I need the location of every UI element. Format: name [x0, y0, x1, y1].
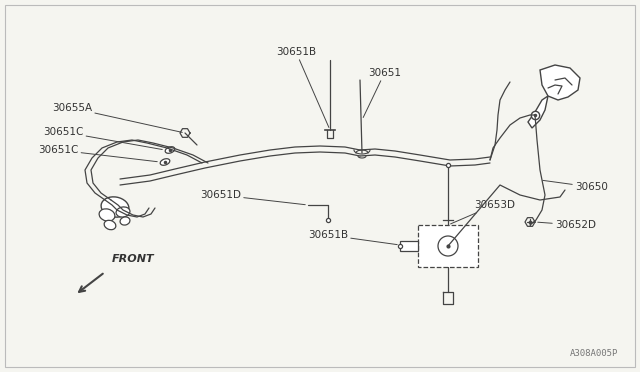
Text: 30652D: 30652D: [538, 220, 596, 230]
Text: 30651B: 30651B: [276, 47, 329, 128]
Bar: [400, 241, 418, 251]
Text: 30651: 30651: [363, 68, 401, 118]
Text: 30653D: 30653D: [451, 200, 515, 224]
Text: FRONT: FRONT: [112, 254, 155, 264]
Text: 30651C: 30651C: [38, 145, 157, 162]
Bar: [418, 225, 478, 267]
Ellipse shape: [165, 147, 175, 153]
Text: 30655A: 30655A: [52, 103, 182, 132]
Ellipse shape: [160, 159, 170, 165]
Text: A308A005P: A308A005P: [570, 349, 618, 358]
Text: 30651C: 30651C: [43, 127, 163, 150]
Ellipse shape: [120, 217, 130, 225]
Ellipse shape: [101, 197, 129, 217]
Polygon shape: [528, 96, 548, 128]
Ellipse shape: [99, 209, 115, 221]
Polygon shape: [540, 65, 580, 100]
Circle shape: [438, 236, 458, 256]
Text: 30650: 30650: [543, 180, 608, 192]
Text: 30651D: 30651D: [200, 190, 305, 205]
Text: 30651B: 30651B: [308, 230, 397, 245]
Ellipse shape: [116, 207, 130, 217]
Ellipse shape: [104, 220, 116, 230]
